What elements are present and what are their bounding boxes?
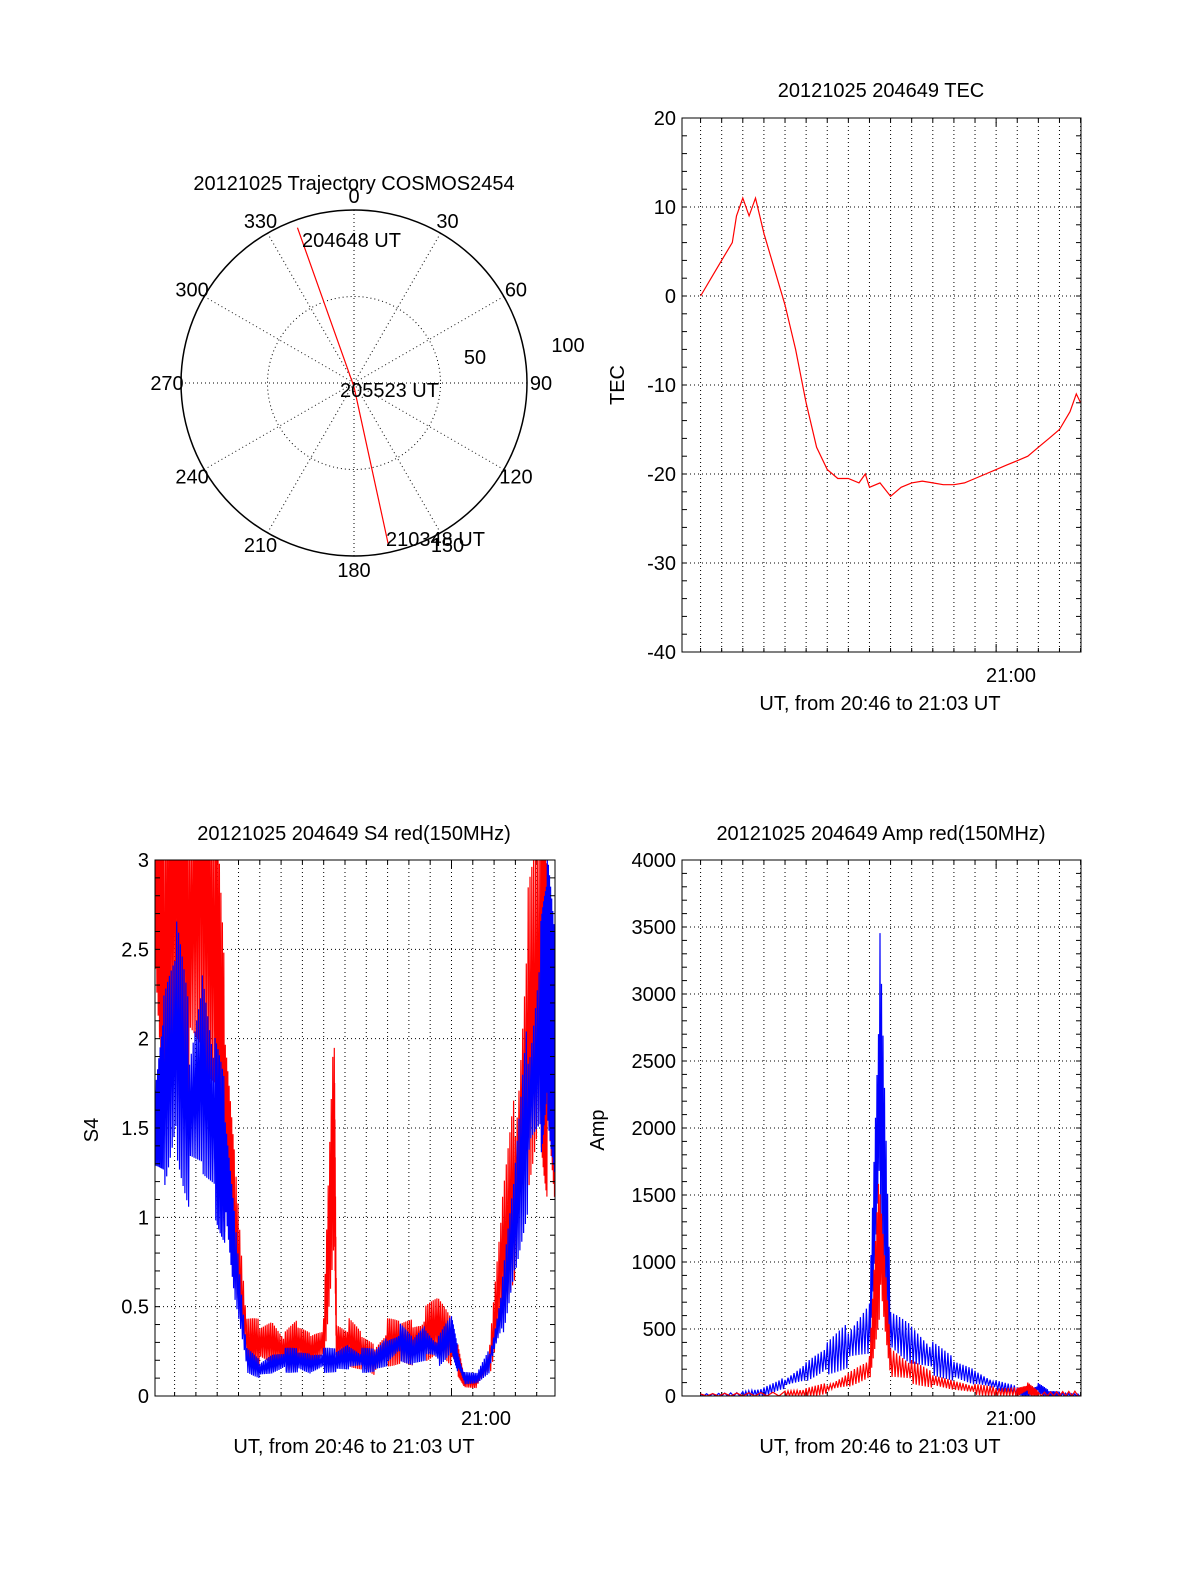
tec-x-axis-label: UT, from 20:46 to 21:03 UT <box>759 693 1000 715</box>
trajectory-mid-label: 205523 UT <box>340 380 439 402</box>
s4-title: 20121025 204649 S4 red(150MHz) <box>197 823 511 845</box>
amp-y-tick-label: 1500 <box>632 1185 677 1207</box>
amp-chart: 20121025 204649 Amp red(150MHz) 4000 3500… <box>587 823 1082 1458</box>
s4-y-tick-label: 1 <box>138 1207 149 1229</box>
amp-y-tick-label: 2000 <box>632 1118 677 1140</box>
polar-azimuth-label: 0 <box>348 186 359 208</box>
tec-y-tick-label: -30 <box>647 553 676 575</box>
s4-y-tick-label: 0 <box>138 1386 149 1408</box>
s4-y-tick-label: 2.5 <box>121 939 149 961</box>
tec-y-axis-label: TEC <box>607 365 629 405</box>
tec-series-red <box>700 196 1081 498</box>
polar-azimuth-label: 270 <box>150 373 183 395</box>
tec-y-tick-label: 10 <box>654 197 676 219</box>
polar-azimuth-label: 180 <box>337 560 370 582</box>
trajectory-line <box>296 227 389 545</box>
s4-series-red <box>155 860 555 1389</box>
polar-radius-label: 50 <box>464 347 486 369</box>
amp-x-tick-label: 21:00 <box>986 1408 1036 1430</box>
s4-chart: 20121025 204649 S4 red(150MHz) 3 2.5 2 1.5 1… <box>81 823 556 1458</box>
polar-spoke <box>267 232 355 384</box>
tec-y-tick-label: 20 <box>654 108 676 130</box>
amp-y-tick-label: 500 <box>643 1319 676 1341</box>
s4-y-tick-label: 2 <box>138 1029 149 1051</box>
polar-inner-ring <box>267 296 441 470</box>
s4-y-tick-label: 0.5 <box>121 1297 149 1319</box>
tec-plot-frame <box>681 117 1082 653</box>
tec-y-tick-label: 0 <box>665 286 676 308</box>
tec-title: 20121025 204649 TEC <box>778 80 984 102</box>
tec-y-tick-label: -10 <box>647 375 676 397</box>
s4-x-tick-label: 21:00 <box>461 1408 511 1430</box>
polar-azimuth-label: 60 <box>505 280 527 302</box>
s4-y-axis-label: S4 <box>81 1118 103 1142</box>
polar-azimuth-label: 150 <box>431 535 464 557</box>
amp-y-tick-label: 3500 <box>632 917 677 939</box>
polar-spoke <box>353 382 441 534</box>
polar-azimuth-label: 330 <box>244 211 277 233</box>
polar-spoke <box>203 382 355 470</box>
polar-radius-label: 100 <box>551 335 584 357</box>
polar-trajectory-chart: 20121025 Trajectory COSMOS2454 0 30 60 90 12… <box>150 173 584 582</box>
amp-y-tick-label: 0 <box>665 1386 676 1408</box>
polar-azimuth-label: 120 <box>499 467 532 489</box>
s4-x-axis-label: UT, from 20:46 to 21:03 UT <box>233 1436 474 1458</box>
tec-y-tick-label: -40 <box>647 642 676 664</box>
polar-azimuth-label: 240 <box>175 467 208 489</box>
amp-y-axis-label: Amp <box>587 1109 609 1150</box>
s4-y-tick-label: 3 <box>138 850 149 872</box>
polar-spoke <box>353 382 505 470</box>
polar-spoke <box>353 296 505 384</box>
tec-x-tick-label: 21:00 <box>986 665 1036 687</box>
polar-spoke <box>203 296 355 384</box>
s4-series-blue <box>155 860 555 1385</box>
polar-spoke <box>267 382 355 534</box>
tec-y-tick-label: -20 <box>647 464 676 486</box>
polar-title: 20121025 Trajectory COSMOS2454 <box>193 173 514 195</box>
amp-series-red <box>700 1183 1081 1396</box>
trajectory-start-label: 204648 UT <box>302 230 401 252</box>
polar-spoke <box>353 232 441 384</box>
trajectory-end-label: 210348 UT <box>386 529 485 551</box>
polar-azimuth-label: 300 <box>175 280 208 302</box>
amp-x-axis-label: UT, from 20:46 to 21:03 UT <box>759 1436 1000 1458</box>
polar-azimuth-label: 90 <box>530 373 552 395</box>
amp-y-tick-label: 3000 <box>632 984 677 1006</box>
amp-title: 20121025 204649 Amp red(150MHz) <box>716 823 1045 845</box>
polar-azimuth-label: 30 <box>436 211 458 233</box>
amp-y-tick-label: 4000 <box>632 850 677 872</box>
amp-y-tick-label: 1000 <box>632 1252 677 1274</box>
tec-chart: 20121025 204649 TEC 20 10 0 -10 -20 -30 -40 TE… <box>607 80 1082 715</box>
s4-y-tick-label: 1.5 <box>121 1118 149 1140</box>
amp-y-tick-label: 2500 <box>632 1051 677 1073</box>
polar-azimuth-label: 210 <box>244 535 277 557</box>
